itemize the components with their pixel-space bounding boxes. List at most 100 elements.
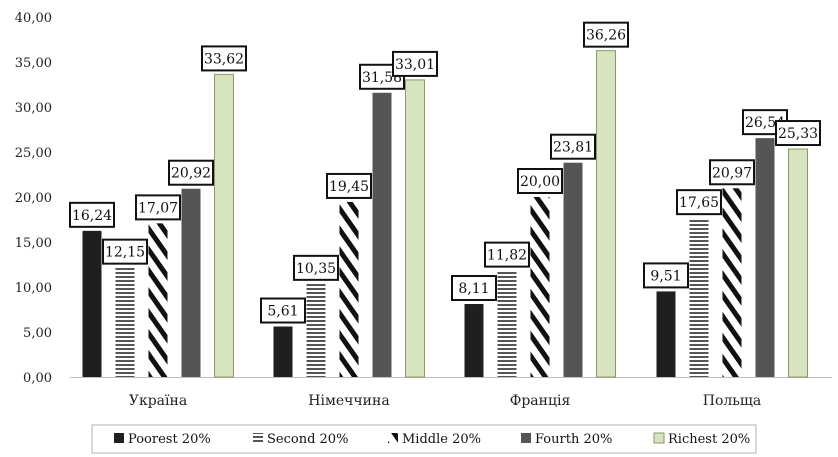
data-label-box xyxy=(643,262,689,289)
bar xyxy=(464,304,484,377)
y-tick-label: 15,00 xyxy=(15,236,52,251)
data-label-text: 20,92 xyxy=(171,166,211,182)
y-tick-label: 0,00 xyxy=(23,371,52,386)
data-label-text: 19,45 xyxy=(329,179,369,195)
data-label-box xyxy=(201,45,247,72)
data-label-box xyxy=(451,275,497,302)
data-label-text: 12,15 xyxy=(105,245,145,261)
data-label-text: 8,11 xyxy=(458,281,489,297)
data-label-text: 17,65 xyxy=(679,195,719,211)
bar xyxy=(82,230,102,377)
data-label-box xyxy=(168,159,214,186)
data-label: 33,01 xyxy=(392,50,438,77)
data-label: 20,00 xyxy=(517,168,563,194)
data-label: 17,07 xyxy=(135,194,181,221)
legend-label: Fourth 20% xyxy=(535,432,612,447)
legend-item: Middle 20% xyxy=(388,432,481,447)
data-label: 12,15 xyxy=(102,238,148,265)
legend-swatch xyxy=(114,433,124,443)
data-label-text: 25,33 xyxy=(778,126,818,142)
legend-label: Second 20% xyxy=(267,432,348,447)
legend-item: Fourth 20% xyxy=(521,432,612,447)
legend-item: Second 20% xyxy=(253,432,348,447)
category-label: Франція xyxy=(510,393,571,409)
category-label: Німеччина xyxy=(308,393,389,409)
category-label: Польща xyxy=(703,393,762,409)
bar xyxy=(181,188,201,377)
data-label-box xyxy=(326,172,372,199)
y-tick-label: 10,00 xyxy=(15,281,52,296)
data-label-box xyxy=(135,194,181,221)
data-label: 9,51 xyxy=(643,262,689,289)
legend-swatch xyxy=(253,433,263,443)
legend-label: Richest 20% xyxy=(668,432,750,447)
legend-item: Poorest 20% xyxy=(114,432,211,447)
data-label-text: 20,97 xyxy=(712,165,752,181)
data-label-box xyxy=(260,297,306,324)
data-label-box xyxy=(676,189,722,216)
bar xyxy=(530,197,550,377)
bar xyxy=(306,283,326,377)
bar xyxy=(497,270,517,377)
legend-swatch xyxy=(653,432,665,444)
bar xyxy=(339,201,359,377)
bars xyxy=(82,50,808,378)
category-label: Україна xyxy=(129,393,187,409)
data-label-text: 17,07 xyxy=(138,200,178,216)
data-label: 20,92 xyxy=(168,159,214,186)
data-label-box xyxy=(392,50,438,77)
legend-swatch xyxy=(521,433,531,443)
data-label-box xyxy=(775,120,821,147)
data-label-text: 33,01 xyxy=(395,57,435,73)
data-label-box xyxy=(583,21,629,48)
data-label-text: 20,00 xyxy=(520,174,560,190)
data-label-text: 23,81 xyxy=(553,140,593,156)
data-label-box xyxy=(550,133,596,160)
bar xyxy=(115,267,135,377)
data-label-text: 36,26 xyxy=(586,28,626,44)
data-label: 20,97 xyxy=(709,159,755,186)
y-axis: 0,00 5,00 10,00 15,00 20,00 25,00 30,00 35,00 40… xyxy=(15,11,832,386)
y-tick-label: 30,00 xyxy=(15,101,52,116)
bar xyxy=(405,79,425,378)
data-label: 33,62 xyxy=(201,45,247,72)
data-label: 10,35 xyxy=(293,254,339,281)
data-label-text: 10,35 xyxy=(296,261,336,277)
y-tick-label: 35,00 xyxy=(15,56,52,71)
data-label-text: 33,62 xyxy=(204,51,244,67)
legend-item: Richest 20% xyxy=(653,432,750,447)
data-labels: 16,24 5,61 8,11 9,51 12,15 10,35 11,82 17,65 17,… xyxy=(69,21,821,324)
bar xyxy=(148,223,168,377)
data-label-text: 9,51 xyxy=(650,268,681,284)
data-label: 25,33 xyxy=(775,120,821,147)
legend-label: Poorest 20% xyxy=(128,432,211,447)
bar xyxy=(273,326,293,377)
y-tick-label: 20,00 xyxy=(15,191,52,206)
data-label: 16,24 xyxy=(69,201,115,228)
data-label: 19,45 xyxy=(326,172,372,199)
data-label: 5,61 xyxy=(260,297,306,324)
bar xyxy=(563,162,583,377)
data-label: 11,82 xyxy=(484,241,530,268)
data-label-box xyxy=(709,159,755,186)
data-label: 17,65 xyxy=(676,189,722,216)
data-label: 36,26 xyxy=(583,21,629,48)
y-tick-label: 25,00 xyxy=(15,146,52,161)
bar xyxy=(214,73,234,378)
bar xyxy=(656,291,676,377)
bar xyxy=(372,92,392,377)
y-tick-label: 40,00 xyxy=(15,11,52,26)
bar xyxy=(596,50,616,378)
data-label-text: 5,61 xyxy=(267,304,298,320)
data-label: 23,81 xyxy=(550,133,596,160)
data-label: 8,11 xyxy=(451,275,497,302)
legend-swatch xyxy=(388,433,398,443)
legend-frame xyxy=(91,424,757,454)
data-label-box xyxy=(69,201,115,228)
bar xyxy=(755,138,775,377)
legend: Poorest 20% Second 20% Middle 20% Fourth 20… xyxy=(91,424,757,454)
data-label-text: 11,82 xyxy=(487,248,527,264)
bar xyxy=(689,218,709,377)
data-label-box xyxy=(102,238,148,265)
